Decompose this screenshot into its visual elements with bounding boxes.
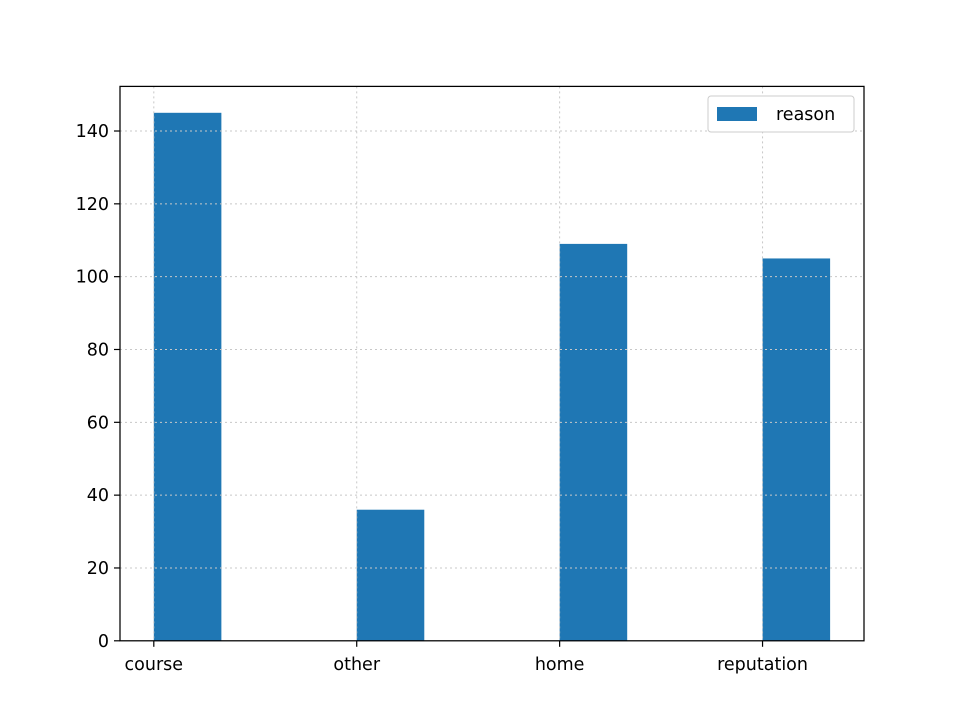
y-tick-label: 20 <box>87 559 109 579</box>
x-tick-label-other: other <box>333 655 380 675</box>
legend-swatch-reason <box>717 107 757 121</box>
y-tick-label: 80 <box>87 340 109 360</box>
legend-box <box>707 95 855 133</box>
y-tick-label: 140 <box>76 122 109 142</box>
grid-lines <box>120 86 864 641</box>
plot-frame <box>119 85 865 642</box>
y-tick-label: 0 <box>98 632 109 652</box>
x-tick-label-reputation: reputation <box>717 655 808 675</box>
bar-course <box>153 112 222 641</box>
y-tick-label: 120 <box>76 195 109 215</box>
bar-home <box>559 243 628 641</box>
y-tick-label: 100 <box>76 268 109 288</box>
y-axis-ticks: 0 20 40 60 80 100 120 140 <box>76 122 120 652</box>
x-axis-ticks: course other home reputation <box>125 640 808 675</box>
legend: reason <box>707 95 855 133</box>
legend-label-reason: reason <box>776 105 835 125</box>
bar-reputation <box>762 258 831 641</box>
y-tick-label: 60 <box>87 413 109 433</box>
bars <box>153 112 831 641</box>
y-tick-label: 40 <box>87 486 109 506</box>
bar-other <box>356 509 425 641</box>
x-tick-label-home: home <box>535 655 585 675</box>
x-tick-label-course: course <box>125 655 184 675</box>
